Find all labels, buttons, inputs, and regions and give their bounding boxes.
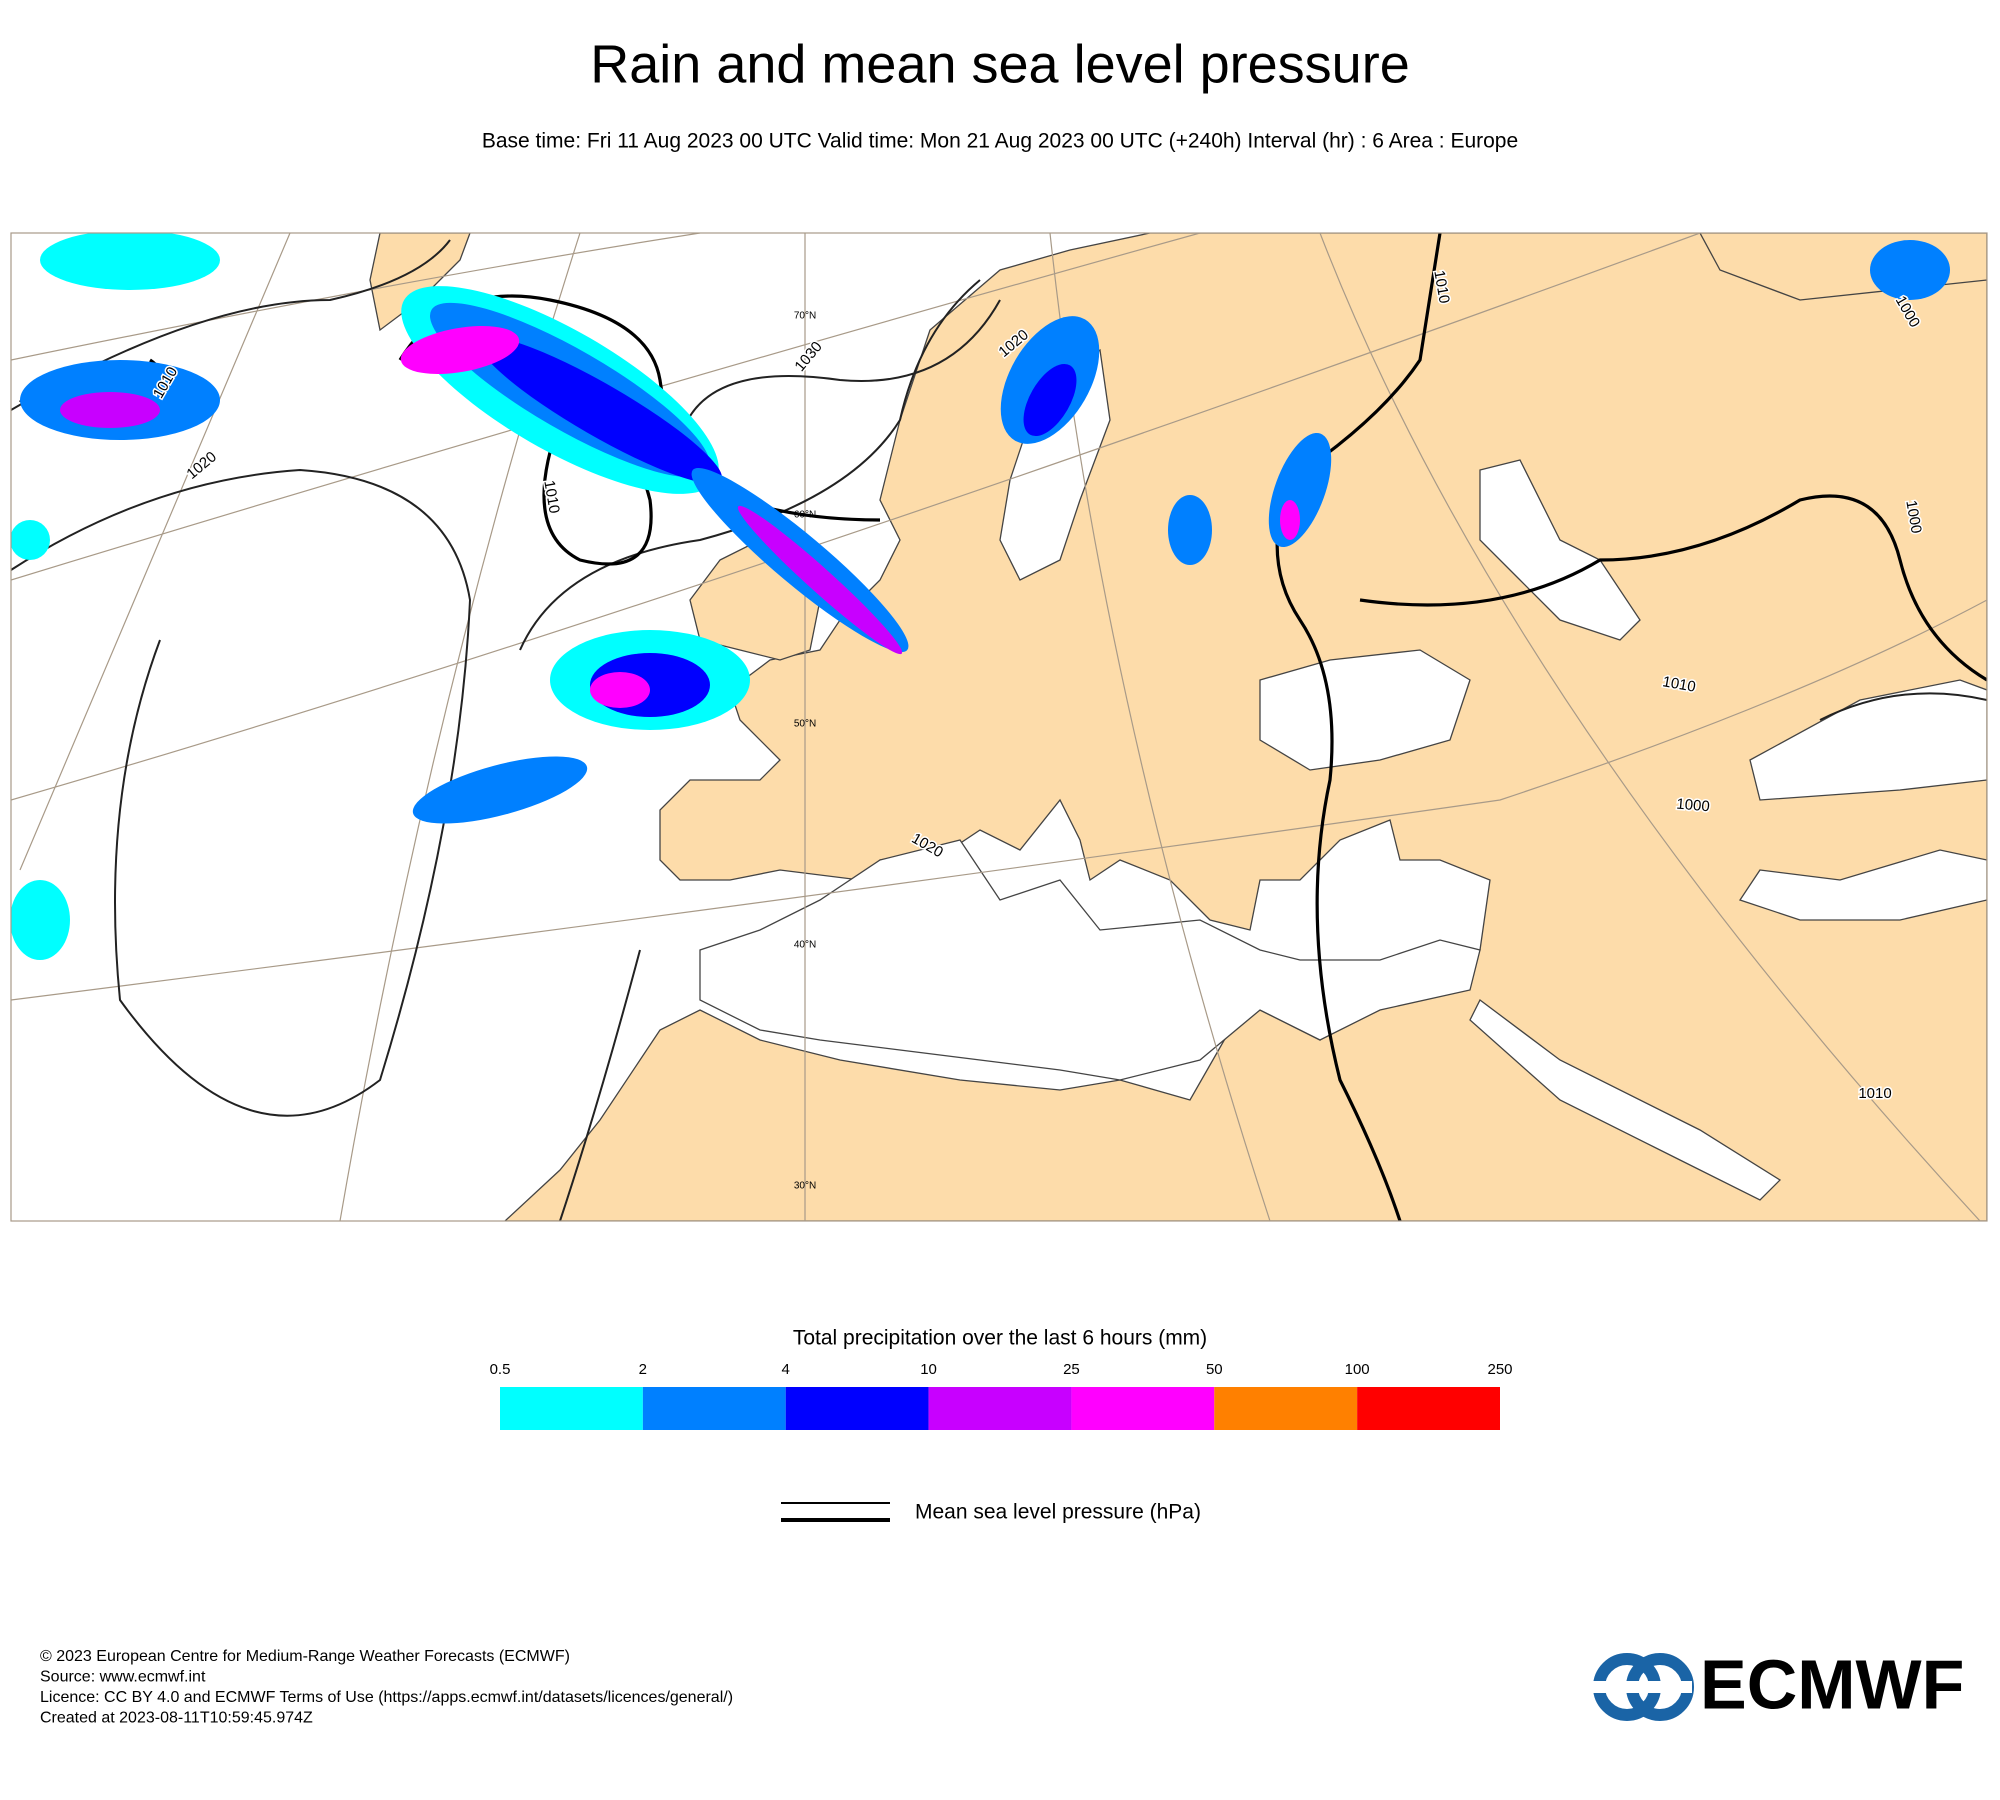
rain-area <box>40 233 220 290</box>
latitude-label: 50°N <box>794 719 816 730</box>
colorbar-bin <box>500 1387 643 1430</box>
red-sea <box>1469 999 1782 1201</box>
sea <box>699 839 1481 1081</box>
colorbar: 0.5 2 4 10 25 50 100 250 <box>490 1361 1513 1430</box>
black-sea <box>1259 649 1471 771</box>
latitude-label: 70°N <box>794 311 816 322</box>
aral-sea <box>1749 679 1987 801</box>
persian-gulf <box>1738 849 1987 921</box>
latitude-label: 60°N <box>794 510 816 521</box>
colorbar-tick-label: 10 <box>920 1361 937 1378</box>
rain-area <box>400 325 520 375</box>
precipitation <box>11 233 1950 960</box>
rain-area <box>1870 240 1950 300</box>
footer-line: Source: www.ecmwf.int <box>40 1669 206 1686</box>
colorbar-bin <box>928 1387 1072 1430</box>
colorbar-bin <box>1357 1387 1500 1430</box>
pressure-legend-label: Mean sea level pressure (hPa) <box>915 1501 1201 1524</box>
subtitle: Base time: Fri 11 Aug 2023 00 UTC Valid … <box>482 130 1518 153</box>
colorbar-bin <box>642 1387 786 1430</box>
colorbar-tick-label: 250 <box>1487 1361 1512 1378</box>
colorbar-tick-label: 4 <box>782 1361 790 1378</box>
footer: © 2023 European Centre for Medium-Range … <box>40 1648 733 1727</box>
footer-line: Created at 2023-08-11T10:59:45.974Z <box>40 1710 313 1727</box>
rain-area <box>1023 363 1077 437</box>
logo-text: ECMWF <box>1700 1645 1964 1723</box>
colorbar-tick-label: 50 <box>1206 1361 1223 1378</box>
rain-area <box>60 392 160 428</box>
colorbar-bin <box>1214 1387 1358 1430</box>
isobar-label: 1000 <box>1676 796 1711 816</box>
logo: ECMWF <box>1592 1645 1964 1723</box>
rain-area <box>1280 500 1300 540</box>
footer-line: © 2023 European Centre for Medium-Range … <box>40 1648 570 1665</box>
map-frame <box>10 232 1988 1222</box>
colorbar-tick-label: 100 <box>1345 1361 1370 1378</box>
title: Rain and mean sea level pressure <box>590 34 1409 94</box>
footer-line: Licence: CC BY 4.0 and ECMWF Terms of Us… <box>40 1689 733 1706</box>
caspian-sea <box>1479 459 1641 641</box>
rain-area <box>478 336 722 484</box>
rain-area <box>11 520 50 560</box>
rain-area <box>737 505 903 655</box>
colorbar-tick-label: 0.5 <box>490 1361 511 1378</box>
colorbar-tick-label: 25 <box>1063 1361 1080 1378</box>
latitude-label: 30°N <box>794 1181 816 1192</box>
rain-area <box>412 756 588 824</box>
rain-area <box>590 672 650 708</box>
colorbar-tick-label: 2 <box>639 1361 647 1378</box>
rain-area <box>11 880 70 960</box>
latitude-label: 40°N <box>794 940 816 951</box>
colorbar-bin <box>785 1387 929 1430</box>
rain-area <box>1168 495 1212 565</box>
isobar-label: 1010 <box>1858 1085 1891 1102</box>
colorbar-bin <box>1071 1387 1215 1430</box>
legend-title: Total precipitation over the last 6 hour… <box>793 1327 1207 1350</box>
